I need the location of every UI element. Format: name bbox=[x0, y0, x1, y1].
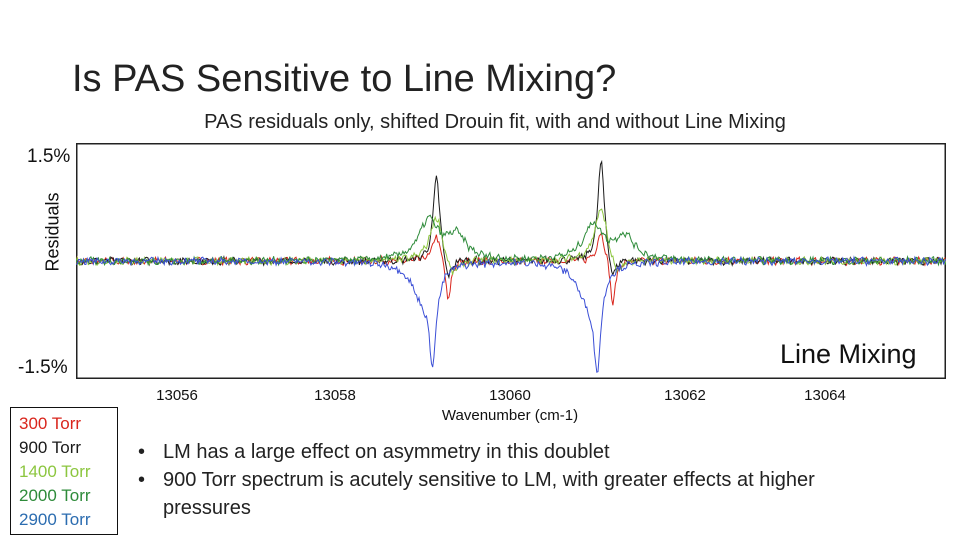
x-tick-label: 13062 bbox=[664, 387, 706, 404]
residuals-plot bbox=[76, 143, 946, 379]
y-axis-min-label: -1.5% bbox=[18, 357, 68, 378]
legend-item-1400-torr: 1400 Torr bbox=[19, 462, 91, 481]
series-line-1400-torr bbox=[76, 208, 946, 275]
y-axis-max-label: 1.5% bbox=[27, 146, 71, 167]
slide-title: Is PAS Sensitive to Line Mixing? bbox=[72, 58, 617, 100]
legend-item-300-torr: 300 Torr bbox=[19, 414, 82, 433]
y-axis-label: Residuals bbox=[42, 192, 63, 272]
x-tick-label: 13064 bbox=[804, 387, 846, 404]
x-tick-label: 13058 bbox=[314, 387, 356, 404]
legend-item-2900-torr: 2900 Torr bbox=[19, 510, 91, 529]
chart-title: PAS residuals only, shifted Drouin fit, … bbox=[204, 111, 786, 133]
bullet-icon: • bbox=[138, 441, 146, 463]
x-axis-label: Wavenumber (cm-1) bbox=[441, 407, 579, 424]
x-tick-label: 13060 bbox=[489, 387, 531, 404]
legend-item-2000-torr: 2000 Torr bbox=[19, 486, 91, 505]
series-line-2900-torr bbox=[76, 255, 946, 373]
series-line-2000-torr bbox=[76, 214, 946, 267]
bullet-icon: • bbox=[138, 469, 146, 491]
bullet-item: • LM has a large effect on asymmetry in … bbox=[138, 438, 898, 466]
line-mixing-annotation: Line Mixing bbox=[780, 339, 917, 369]
bullet-item: • 900 Torr spectrum is acutely sensitive… bbox=[138, 466, 898, 522]
legend-item-900-torr: 900 Torr bbox=[19, 438, 82, 457]
legend: 300 Torr 900 Torr 1400 Torr 2000 Torr 29… bbox=[10, 407, 118, 535]
x-tick-label: 13056 bbox=[156, 387, 198, 404]
bullet-list: • LM has a large effect on asymmetry in … bbox=[138, 438, 898, 522]
